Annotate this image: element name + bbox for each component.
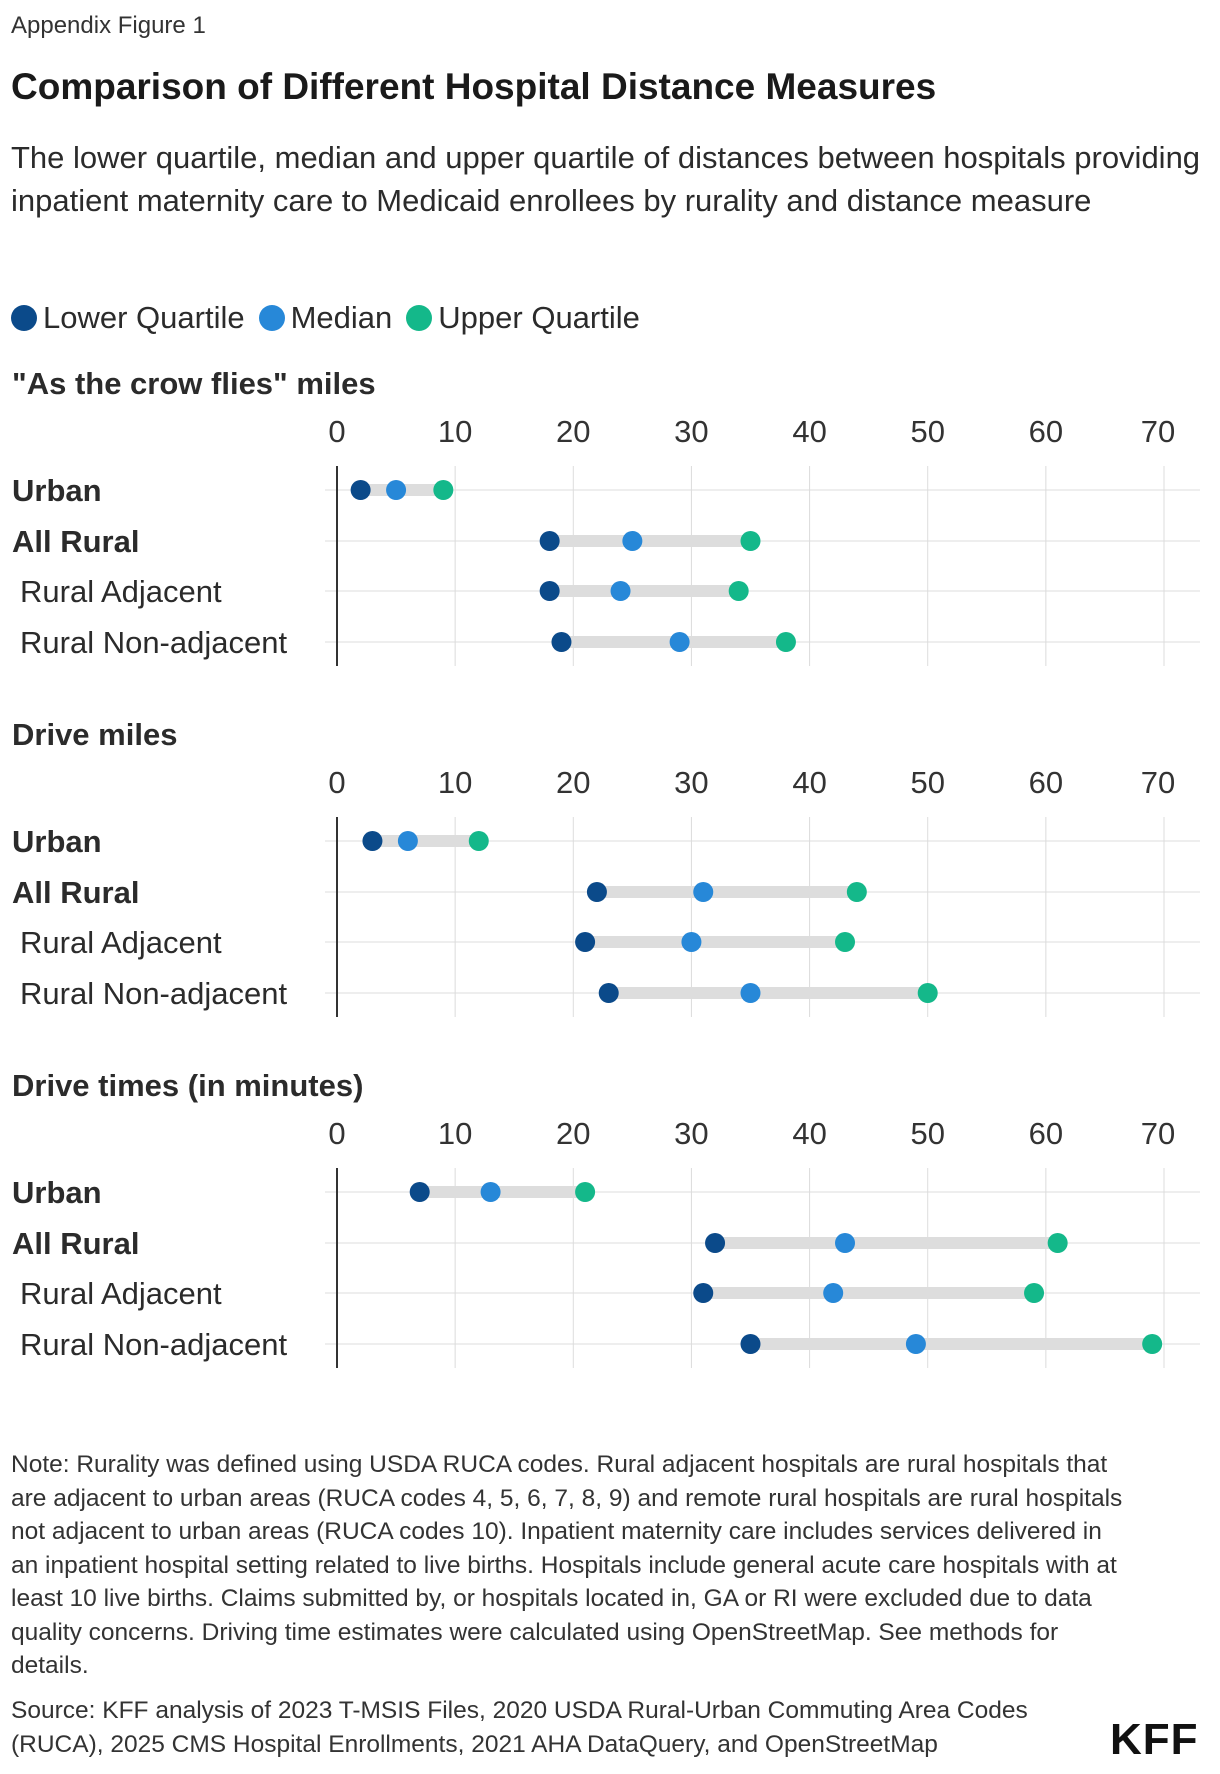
dot-median-rural-non-adjacent: Median: 35 bbox=[740, 983, 761, 1003]
dot-upper-quartile-all-rural: Upper Quartile: 61 bbox=[1047, 1233, 1068, 1253]
chart-title: Comparison of Different Hospital Distanc… bbox=[11, 66, 937, 107]
legend-swatch-upper-quartile bbox=[406, 305, 433, 331]
legend-label-lower-quartile: Lower Quartile bbox=[43, 300, 245, 335]
tick-label-70: 70 bbox=[1141, 1122, 1175, 1151]
dot-median-rural-non-adjacent: Median: 29 bbox=[669, 632, 690, 652]
dot-upper-quartile-all-rural: Upper Quartile: 44 bbox=[846, 882, 867, 902]
dot-median-rural-adjacent: Median: 42 bbox=[823, 1283, 844, 1303]
tick-label-10: 10 bbox=[438, 420, 472, 449]
dot-lower-quartile-rural-non-adjacent: Lower Quartile: 35 bbox=[740, 1334, 761, 1354]
dot-upper-quartile-rural-non-adjacent: Upper Quartile: 50 bbox=[917, 983, 938, 1003]
category-label-rural-non-adjacent: Rural Non-adjacent bbox=[20, 1327, 287, 1362]
tick-label-70: 70 bbox=[1141, 420, 1175, 449]
chart-panel-crow-flies: 0 10 20 30 40 50 60 70 Urban Lower Quartile: 2 Med… bbox=[12, 420, 1200, 666]
dot-upper-quartile-rural-adjacent: Upper Quartile: 59 bbox=[1024, 1283, 1045, 1303]
tick-label-60: 60 bbox=[1029, 420, 1063, 449]
category-label-urban: Urban bbox=[12, 1175, 102, 1210]
legend: Lower Quartile Median Upper Quartile bbox=[11, 300, 654, 336]
category-label-rural-adjacent: Rural Adjacent bbox=[20, 1276, 222, 1311]
chart-subtitle: The lower quartile, median and upper qua… bbox=[11, 140, 1201, 218]
dot-lower-quartile-rural-adjacent: Lower Quartile: 18 bbox=[539, 581, 560, 601]
tick-label-20: 20 bbox=[556, 771, 590, 800]
category-label-rural-adjacent: Rural Adjacent bbox=[20, 574, 222, 609]
chart-panel-drive-miles: 0 10 20 30 40 50 60 70 Urban Lower Quartile: 3 Med… bbox=[12, 771, 1200, 1017]
dot-upper-quartile-all-rural: Upper Quartile: 35 bbox=[740, 531, 761, 551]
dot-median-all-rural: Median: 43 bbox=[835, 1233, 856, 1253]
dot-lower-quartile-urban: Lower Quartile: 2 bbox=[350, 480, 371, 500]
tick-label-30: 30 bbox=[674, 1122, 708, 1151]
tick-label-50: 50 bbox=[910, 771, 944, 800]
tick-label-40: 40 bbox=[792, 1122, 826, 1151]
dot-upper-quartile-rural-non-adjacent: Upper Quartile: 38 bbox=[775, 632, 796, 652]
figure-kicker: Appendix Figure 1 bbox=[11, 12, 206, 39]
legend-item-upper-quartile: Upper Quartile bbox=[406, 300, 640, 336]
dot-upper-quartile-rural-adjacent: Upper Quartile: 34 bbox=[728, 581, 749, 601]
category-label-urban: Urban bbox=[12, 473, 102, 508]
dot-median-rural-adjacent: Median: 24 bbox=[610, 581, 631, 601]
dot-median-urban: Median: 6 bbox=[397, 831, 418, 851]
category-label-urban: Urban bbox=[12, 824, 102, 859]
tick-label-0: 0 bbox=[328, 771, 345, 800]
category-label-rural-non-adjacent: Rural Non-adjacent bbox=[20, 625, 287, 660]
chart-panel-drive-times: 0 10 20 30 40 50 60 70 Urban Lower Quartile: 7 Med… bbox=[12, 1122, 1200, 1368]
tick-label-30: 30 bbox=[674, 771, 708, 800]
tick-label-40: 40 bbox=[792, 420, 826, 449]
tick-label-0: 0 bbox=[328, 1122, 345, 1151]
tick-label-10: 10 bbox=[438, 1122, 472, 1151]
dot-lower-quartile-rural-adjacent: Lower Quartile: 21 bbox=[575, 932, 596, 952]
tick-label-20: 20 bbox=[556, 420, 590, 449]
dot-lower-quartile-rural-adjacent: Lower Quartile: 31 bbox=[693, 1283, 714, 1303]
source-note: Source: KFF analysis of 2023 T-MSIS File… bbox=[11, 1697, 1028, 1758]
category-label-all-rural: All Rural bbox=[12, 875, 139, 910]
legend-swatch-lower-quartile bbox=[11, 305, 37, 331]
dot-median-urban: Median: 5 bbox=[386, 480, 407, 500]
dot-lower-quartile-rural-non-adjacent: Lower Quartile: 23 bbox=[598, 983, 619, 1003]
dot-median-rural-adjacent: Median: 30 bbox=[681, 932, 702, 952]
category-label-all-rural: All Rural bbox=[12, 524, 139, 559]
dot-lower-quartile-urban: Lower Quartile: 3 bbox=[362, 831, 383, 851]
tick-label-30: 30 bbox=[674, 420, 708, 449]
tick-label-0: 0 bbox=[328, 420, 345, 449]
legend-item-median: Median bbox=[258, 300, 393, 336]
tick-label-50: 50 bbox=[910, 420, 944, 449]
tick-label-40: 40 bbox=[792, 771, 826, 800]
panel-title-drive-times: Drive times (in minutes) bbox=[12, 1068, 364, 1103]
legend-swatch-median bbox=[258, 305, 285, 331]
kff-logo: KFF bbox=[1110, 1715, 1199, 1764]
dot-upper-quartile-rural-adjacent: Upper Quartile: 43 bbox=[835, 932, 856, 952]
dot-upper-quartile-urban: Upper Quartile: 21 bbox=[575, 1182, 596, 1202]
panel-title-drive-miles: Drive miles bbox=[12, 717, 178, 752]
panel-title-crow-flies: "As the crow flies" miles bbox=[12, 366, 376, 401]
dot-lower-quartile-urban: Lower Quartile: 7 bbox=[409, 1182, 430, 1202]
tick-label-60: 60 bbox=[1029, 771, 1063, 800]
dot-upper-quartile-urban: Upper Quartile: 12 bbox=[468, 831, 489, 851]
tick-label-20: 20 bbox=[556, 1122, 590, 1151]
dot-median-all-rural: Median: 31 bbox=[693, 882, 714, 902]
dot-lower-quartile-rural-non-adjacent: Lower Quartile: 19 bbox=[551, 632, 572, 652]
legend-label-median: Median bbox=[290, 300, 393, 335]
dot-median-rural-non-adjacent: Median: 49 bbox=[905, 1334, 926, 1354]
dot-median-urban: Median: 13 bbox=[480, 1182, 501, 1202]
category-label-rural-adjacent: Rural Adjacent bbox=[20, 925, 222, 960]
category-label-all-rural: All Rural bbox=[12, 1226, 139, 1261]
tick-label-10: 10 bbox=[438, 771, 472, 800]
legend-item-lower-quartile: Lower Quartile bbox=[11, 300, 245, 336]
dot-lower-quartile-all-rural: Lower Quartile: 32 bbox=[705, 1233, 726, 1253]
dot-median-all-rural: Median: 25 bbox=[622, 531, 643, 551]
tick-label-70: 70 bbox=[1141, 771, 1175, 800]
category-label-rural-non-adjacent: Rural Non-adjacent bbox=[20, 976, 287, 1011]
footnote: Note: Rurality was defined using USDA RU… bbox=[11, 1451, 1123, 1679]
tick-label-60: 60 bbox=[1029, 1122, 1063, 1151]
dot-upper-quartile-rural-non-adjacent: Upper Quartile: 69 bbox=[1142, 1334, 1163, 1354]
dot-lower-quartile-all-rural: Lower Quartile: 18 bbox=[539, 531, 560, 551]
dot-upper-quartile-urban: Upper Quartile: 9 bbox=[433, 480, 454, 500]
dot-lower-quartile-all-rural: Lower Quartile: 22 bbox=[586, 882, 607, 902]
legend-label-upper-quartile: Upper Quartile bbox=[438, 300, 640, 335]
tick-label-50: 50 bbox=[910, 1122, 944, 1151]
